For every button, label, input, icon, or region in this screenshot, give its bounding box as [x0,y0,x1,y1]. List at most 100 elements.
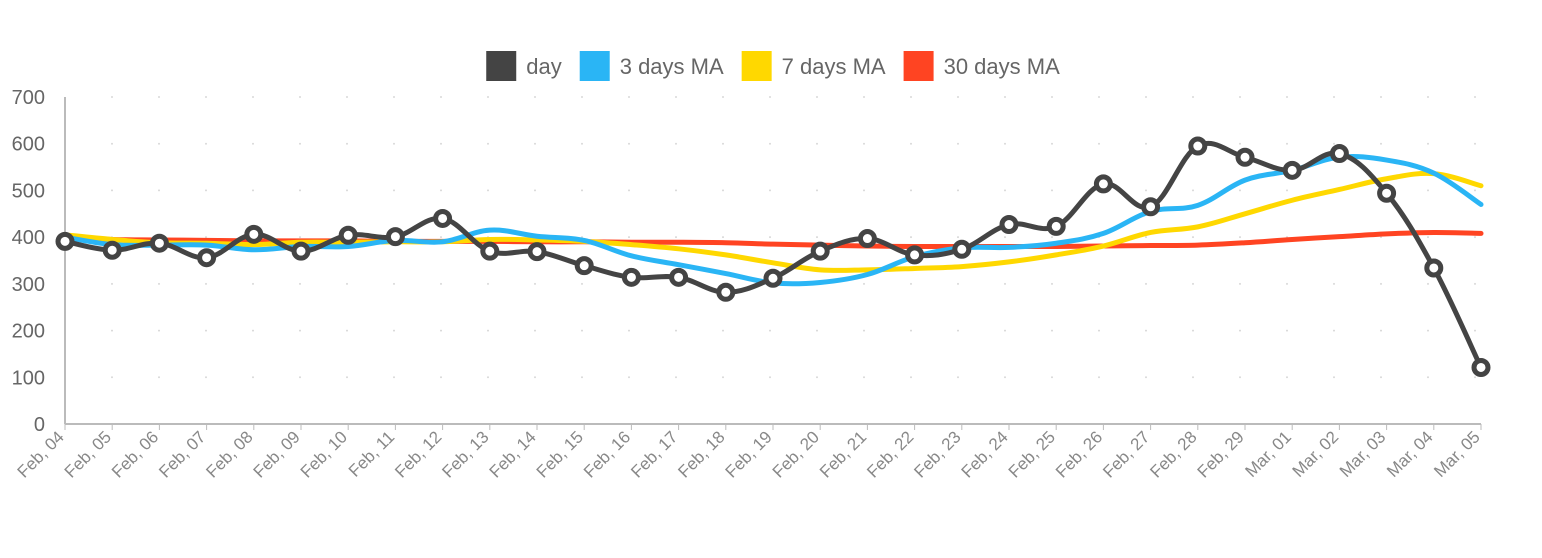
data-point[interactable] [102,240,122,260]
grid-dot [1333,329,1335,332]
x-tick-label: Mar, 02 [1289,427,1343,481]
data-point[interactable] [999,215,1019,235]
grid-dot [769,189,771,192]
data-point[interactable] [574,256,594,276]
x-tick-label: Feb, 16 [580,427,634,481]
data-point[interactable] [905,245,925,265]
data-point[interactable] [291,241,311,261]
grid-dot [299,329,301,332]
grid-dot [252,142,254,145]
grid-dot [1239,236,1241,239]
grid-dot [393,329,395,332]
data-point[interactable] [1377,183,1397,203]
grid-dot [346,142,348,145]
grid-dot [816,329,818,332]
grid-dot [1192,236,1194,239]
grid-dot [722,142,724,145]
data-point[interactable] [433,208,453,228]
grid-dot [957,236,959,239]
grid-dot [252,282,254,285]
legend-swatch [486,51,517,81]
grid-dot [1380,142,1382,145]
grid-dot [440,142,442,145]
grid-dot [299,236,301,239]
data-point[interactable] [669,267,689,287]
x-tick-label: Feb, 18 [674,427,728,481]
grid-dot [628,142,630,145]
grid-dot [1145,329,1147,332]
data-point[interactable] [1093,174,1113,194]
data-point[interactable] [716,282,736,302]
grid-dot [628,329,630,332]
grid-dot [1333,376,1335,379]
x-tick-label: Feb, 22 [863,427,917,481]
grid-dot [534,282,536,285]
grid-dot [205,282,207,285]
y-tick-label: 300 [12,274,45,296]
data-point[interactable] [385,227,405,247]
data-point[interactable] [1188,136,1208,156]
grid-dot [1098,282,1100,285]
x-tick-label: Feb, 25 [1005,427,1059,481]
x-tick-label: Feb, 13 [438,427,492,481]
legend-label: 7 days MA [782,54,886,79]
data-point[interactable] [1235,147,1255,167]
data-point[interactable] [338,225,358,245]
legend-label: day [526,54,561,79]
grid-dot [1286,376,1288,379]
legend-swatch [741,51,772,81]
grid-dot [158,96,160,98]
grid-dot [1239,329,1241,332]
grid-dot [1098,376,1100,379]
grid-dot [1239,282,1241,285]
legend-item-3-days-ma[interactable]: 3 days MA [579,51,724,81]
data-point[interactable] [1424,258,1444,278]
data-point[interactable] [1046,216,1066,236]
grid-dot [252,189,254,192]
data-point[interactable] [149,233,169,253]
grid-dot [440,329,442,332]
grid-dot [299,376,301,379]
grid-dot [299,282,301,285]
grid-dot [1380,282,1382,285]
grid-dot [252,329,254,332]
data-point[interactable] [197,248,217,268]
grid-dot [111,282,113,285]
grid-dot [1333,282,1335,285]
data-point[interactable] [857,229,877,249]
grid-dot [957,142,959,145]
grid-dot [111,329,113,332]
grid-dot [205,96,207,98]
data-point[interactable] [244,224,264,244]
data-point[interactable] [952,239,972,259]
data-point[interactable] [621,267,641,287]
legend-item-30-days-ma[interactable]: 30 days MA [903,51,1060,81]
data-point[interactable] [55,231,75,251]
grid-dot [534,96,536,98]
data-point[interactable] [1141,197,1161,217]
data-point[interactable] [527,242,547,262]
data-point[interactable] [763,268,783,288]
legend-item-day[interactable]: day [486,51,562,81]
grid-dot [299,142,301,145]
grid-dot [299,189,301,192]
grid-dot [957,376,959,379]
data-point[interactable] [480,241,500,261]
legend-label: 30 days MA [944,54,1060,79]
data-point[interactable] [1282,160,1302,180]
grid-dot [910,236,912,239]
grid-dot [205,329,207,332]
grid-dot [1145,282,1147,285]
data-point[interactable] [810,241,830,261]
series-7-days-ma [62,170,1484,273]
legend-item-7-days-ma[interactable]: 7 days MA [741,51,886,81]
grid-dot [675,189,677,192]
x-tick-label: Feb, 23 [910,427,964,481]
grid-dot [1051,376,1053,379]
grid-dot [1004,282,1006,285]
grid-dot [205,236,207,239]
data-point[interactable] [1471,357,1491,377]
data-point[interactable] [1329,144,1349,164]
x-tick-label: Feb, 14 [486,427,540,481]
grid-dot [1004,376,1006,379]
